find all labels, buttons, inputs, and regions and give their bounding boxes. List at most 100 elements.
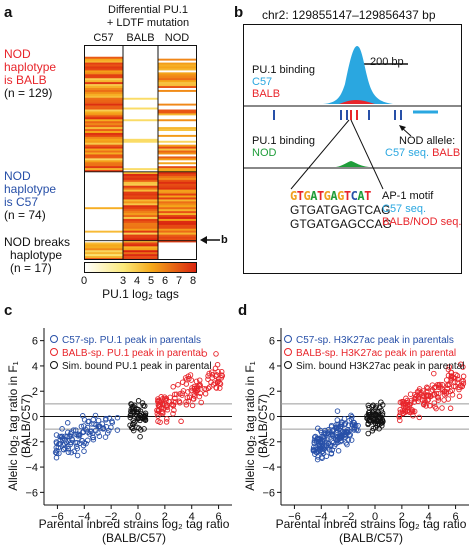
scatter-point bbox=[447, 388, 454, 395]
scatter-point bbox=[170, 384, 176, 390]
scatter-point bbox=[130, 417, 136, 424]
heatmap-cell bbox=[123, 205, 158, 208]
scatter-point bbox=[78, 423, 85, 430]
scatter-point bbox=[53, 450, 60, 456]
scatter-point bbox=[170, 399, 177, 405]
heatmap-cell bbox=[158, 220, 197, 224]
heatmap-cell bbox=[158, 152, 197, 155]
scatter-point bbox=[129, 408, 136, 415]
heatmap-cell bbox=[84, 252, 123, 255]
heatmap-cell bbox=[84, 170, 123, 173]
heatmap-cell bbox=[158, 125, 197, 128]
heatmap-cell bbox=[84, 228, 123, 231]
motif-label: AP-1 motif bbox=[382, 190, 434, 202]
scatter-point bbox=[448, 369, 454, 376]
heatmap-cell bbox=[123, 95, 158, 99]
heatmap-cell bbox=[123, 197, 158, 200]
x-tick-label: 6 bbox=[453, 511, 459, 523]
cb-tick-3: 3 bbox=[120, 275, 127, 287]
heatmap-cell bbox=[158, 68, 197, 71]
heatmap-cell bbox=[84, 193, 123, 196]
scatter-point bbox=[452, 379, 458, 385]
heatmap-cell bbox=[123, 82, 158, 85]
heatmap-cell bbox=[84, 195, 123, 198]
d-xlabel-line2: (BALB/C57) bbox=[338, 531, 404, 545]
scatter-point bbox=[159, 402, 166, 408]
heatmap-cell bbox=[158, 185, 197, 188]
heatmap-cell bbox=[158, 158, 197, 161]
scatter-point bbox=[343, 440, 349, 446]
scatter-point bbox=[95, 417, 102, 424]
scatter-point bbox=[312, 451, 318, 457]
c-legend-item-1: C57-sp. PU.1 peak in parentals bbox=[50, 334, 212, 347]
heatmap-col-balb: BALB bbox=[126, 32, 155, 44]
scatter-point bbox=[179, 392, 185, 398]
scatter-point bbox=[171, 407, 177, 414]
scatter-point bbox=[440, 386, 446, 392]
heatmap-cell bbox=[158, 195, 197, 198]
heatmap-cell bbox=[123, 220, 158, 224]
heatmap-cell bbox=[123, 160, 158, 163]
scatter-point bbox=[140, 402, 147, 409]
scatter-point bbox=[334, 417, 341, 423]
heatmap-cell bbox=[158, 127, 197, 130]
heatmap-cell bbox=[84, 97, 123, 101]
x-tick-label: −4 bbox=[78, 511, 91, 523]
scatter-point bbox=[351, 422, 358, 428]
heatmap-cell bbox=[84, 123, 123, 126]
heatmap-cell bbox=[158, 78, 197, 81]
scatter-point bbox=[441, 391, 448, 398]
scatter-point bbox=[416, 414, 423, 421]
heatmap-col-c57: C57 bbox=[93, 32, 114, 44]
scatter-point bbox=[106, 415, 113, 421]
scatter-point bbox=[193, 378, 200, 385]
heatmap-cell bbox=[84, 154, 123, 157]
heatmap-cell bbox=[158, 207, 197, 210]
heatmap-cell bbox=[123, 52, 158, 56]
scatter-point bbox=[365, 430, 371, 437]
d-legend-item-3: Sim. bound H3K27ac peak in parental bbox=[284, 360, 464, 373]
scatter-point bbox=[208, 379, 214, 386]
heatmap-cell bbox=[123, 99, 158, 102]
heatmap-cell bbox=[84, 156, 123, 159]
group2-label: NOD haplotype is C57 (n = 74) bbox=[4, 170, 56, 222]
scatter-point bbox=[201, 385, 208, 392]
scatter-point bbox=[53, 432, 60, 438]
scatter-point bbox=[435, 382, 442, 389]
heatmap-cell bbox=[84, 117, 123, 120]
scatter-point bbox=[70, 427, 77, 433]
scatter-point bbox=[141, 426, 147, 432]
heatmap-cell bbox=[158, 142, 197, 145]
cb-tick-4: 4 bbox=[134, 275, 141, 287]
heatmap-cell bbox=[84, 256, 123, 259]
scatter-point bbox=[182, 375, 189, 381]
binding2-nod: NOD bbox=[252, 147, 277, 159]
heatmap-cell bbox=[84, 224, 123, 228]
scatter-point bbox=[65, 446, 72, 452]
heatmap-cell bbox=[158, 64, 197, 67]
panel-d-label: d bbox=[238, 302, 248, 319]
heatmap-cell bbox=[84, 76, 123, 79]
x-tick-label: 0 bbox=[372, 511, 378, 523]
heatmap-cell bbox=[123, 222, 158, 226]
scatter-point bbox=[77, 440, 83, 446]
scatter-point bbox=[164, 416, 170, 422]
scatter-point bbox=[443, 377, 450, 383]
scatter-point bbox=[127, 414, 134, 421]
scatter-point bbox=[189, 385, 195, 391]
scatter-point bbox=[401, 401, 407, 408]
heatmap-cell bbox=[84, 68, 123, 71]
heatmap-cell bbox=[84, 189, 123, 192]
scatter-point bbox=[322, 444, 328, 450]
scatter-point bbox=[372, 412, 379, 419]
heatmap-cell bbox=[158, 252, 197, 255]
nod-allele-line2: C57 seq. BALB bbox=[385, 147, 460, 159]
scatter-point bbox=[128, 424, 135, 431]
heatmap-cell bbox=[123, 66, 158, 69]
scatter-point bbox=[351, 425, 357, 432]
y-tick-label: 4 bbox=[32, 361, 38, 373]
heatmap-cell bbox=[123, 72, 158, 75]
heatmap-cell bbox=[123, 127, 158, 130]
heatmap-cell bbox=[123, 142, 158, 145]
heatmap-cell bbox=[84, 93, 123, 97]
